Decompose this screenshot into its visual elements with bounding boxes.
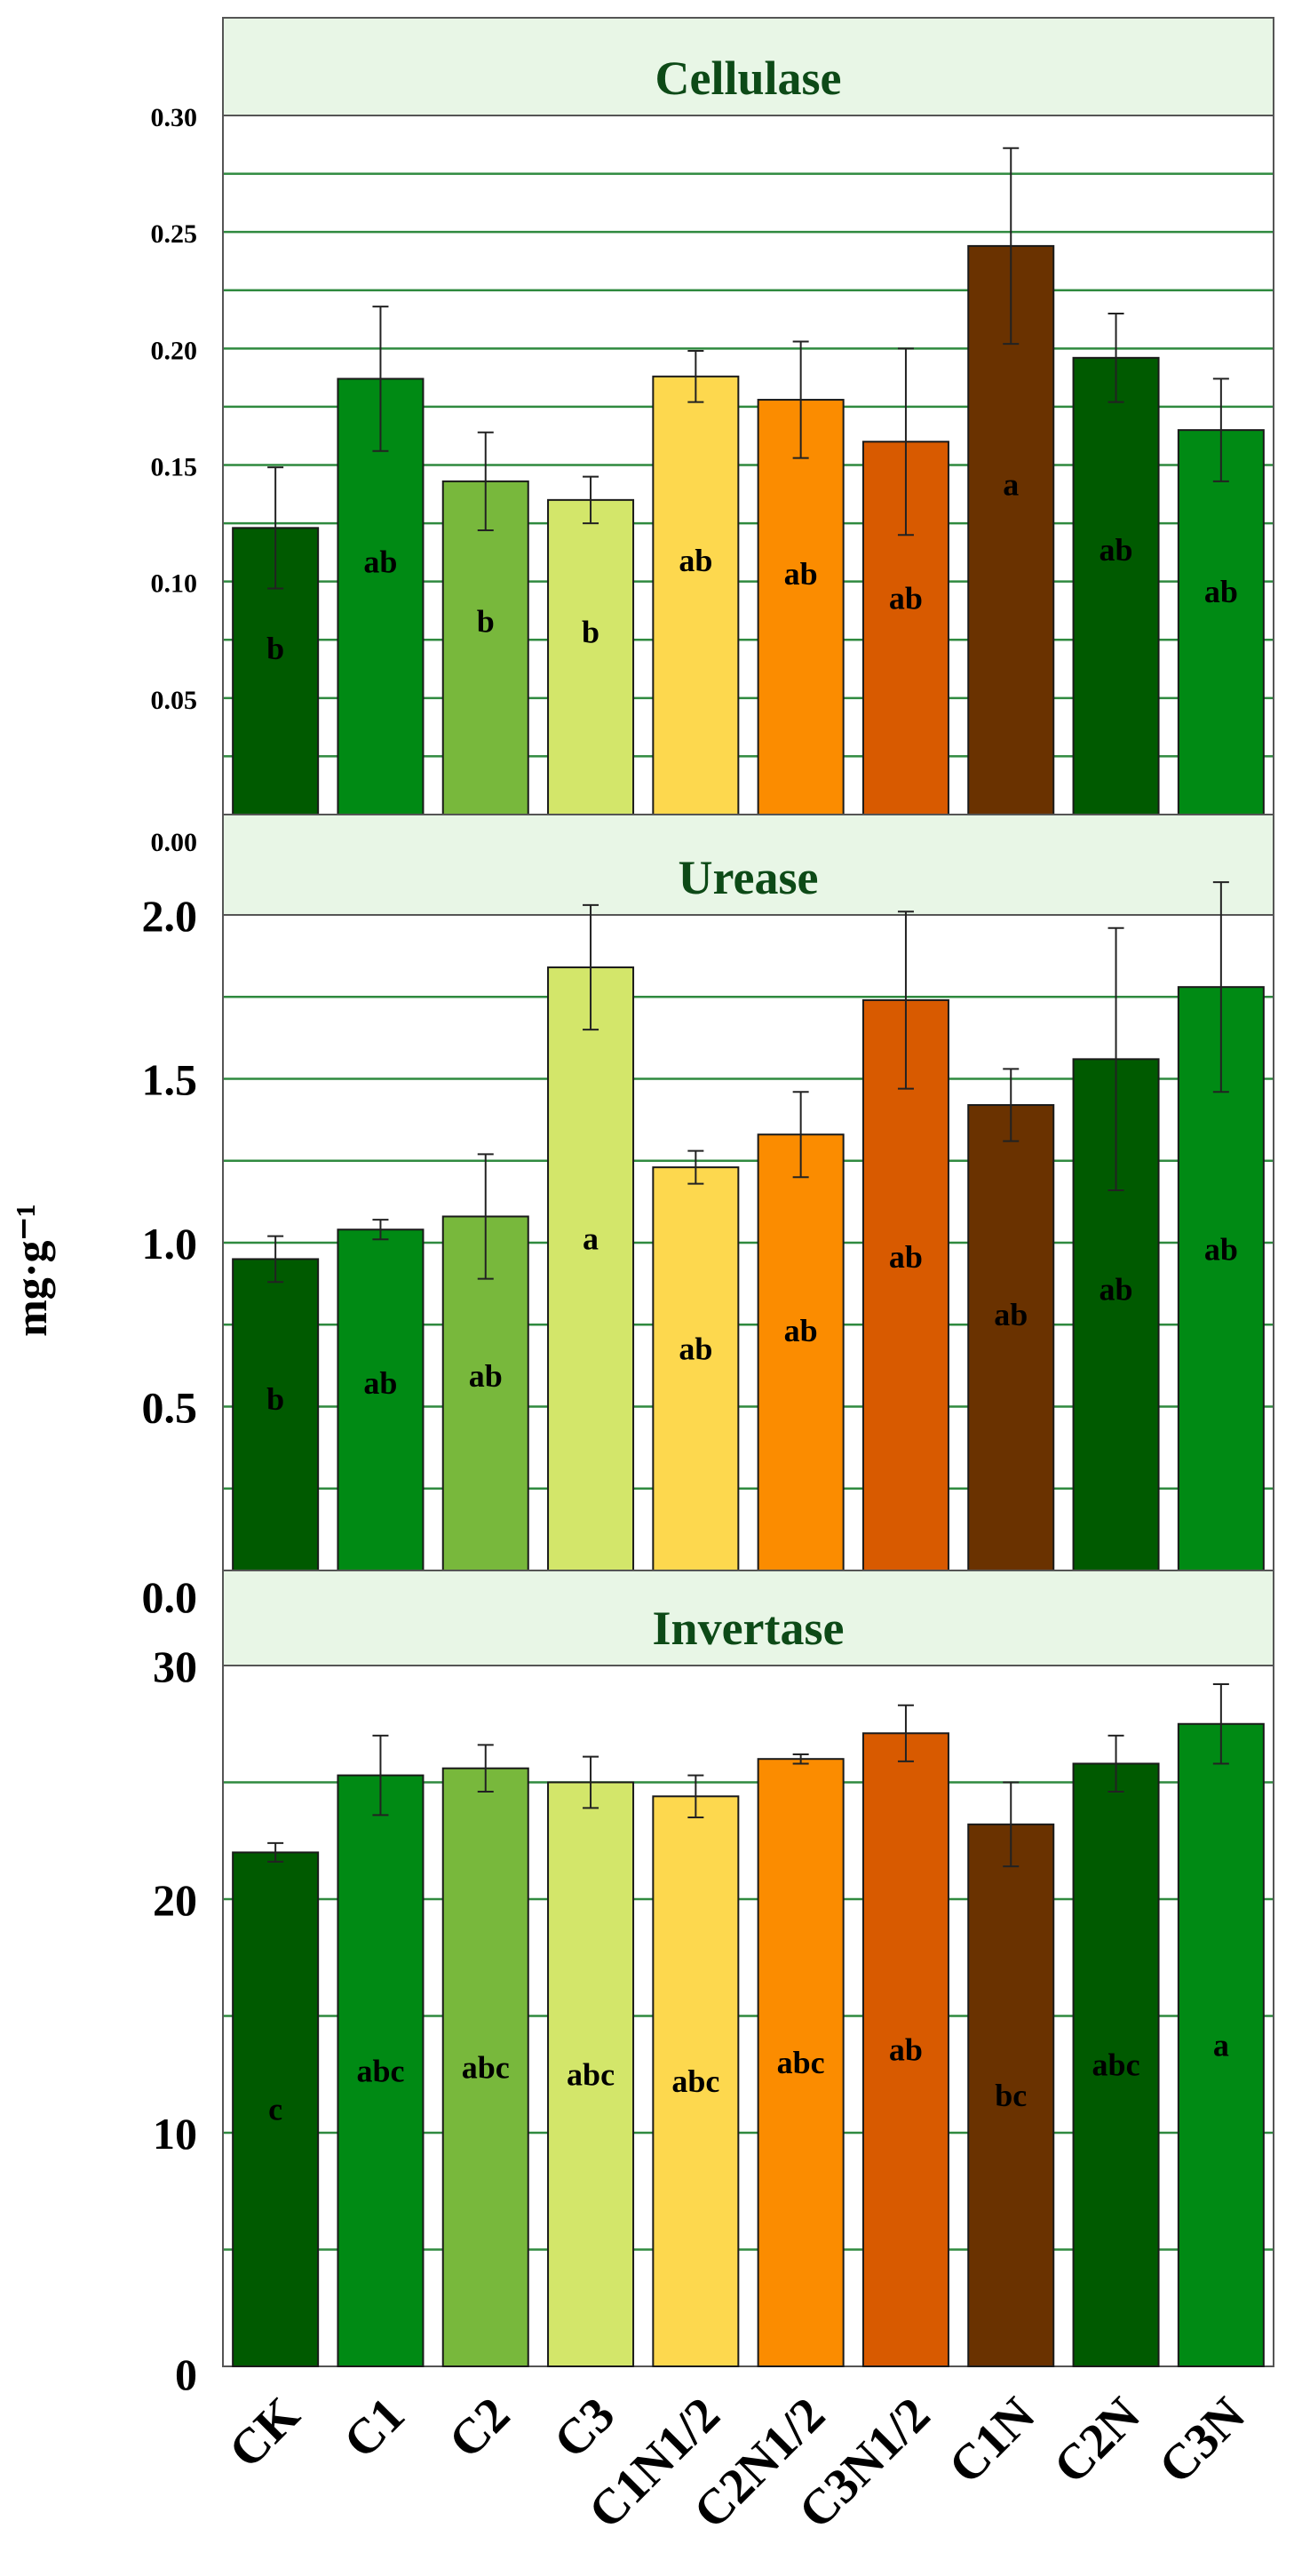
y-tick-label: 20 <box>153 1875 197 1925</box>
x-tick-label: C3 <box>544 2387 625 2469</box>
significance-letter: abc <box>1092 2047 1140 2083</box>
significance-letter: b <box>477 603 495 639</box>
significance-letter: bc <box>995 2078 1027 2113</box>
bar <box>652 1166 740 1571</box>
y-tick-label: 0.10 <box>151 569 198 599</box>
significance-letter: ab <box>784 1313 818 1348</box>
y-tick-label: 0 <box>175 2349 197 2399</box>
bar <box>652 1795 740 2367</box>
significance-letter: b <box>266 631 284 666</box>
bar <box>967 1104 1055 1571</box>
significance-letter: ab <box>1100 532 1133 568</box>
x-tick-label: C1 <box>333 2387 415 2469</box>
significance-letter: ab <box>889 2032 923 2068</box>
y-tick-label: 1.0 <box>142 1219 198 1268</box>
significance-letter: ab <box>679 1331 712 1366</box>
bar <box>967 1823 1055 2368</box>
y-tick-label: 0.00 <box>151 828 198 857</box>
significance-letter: ab <box>1204 1232 1238 1268</box>
panel-title: Invertase <box>653 1602 845 1655</box>
y-tick-label: 0.05 <box>151 686 198 715</box>
significance-letter: abc <box>671 2063 719 2099</box>
significance-letter: a <box>1213 2027 1229 2063</box>
bar <box>861 1732 949 2367</box>
significance-letter: abc <box>777 2045 825 2080</box>
bar <box>1072 1762 1160 2367</box>
y-tick-label: 1.5 <box>142 1055 198 1105</box>
significance-letter: a <box>1003 467 1019 503</box>
significance-letter: ab <box>1204 574 1238 609</box>
panel-title-box <box>222 17 1274 116</box>
panel-title-box <box>222 1570 1274 1666</box>
significance-letter: abc <box>567 2056 615 2092</box>
significance-letter: c <box>268 2092 282 2127</box>
bar <box>1072 356 1160 815</box>
bar <box>441 1767 529 2367</box>
x-tick-label: C1N <box>939 2387 1046 2494</box>
bar <box>337 1228 425 1571</box>
significance-letter: ab <box>784 556 818 592</box>
y-tick-label: 2.0 <box>142 891 198 941</box>
bar <box>232 1258 320 1571</box>
y-tick-label: 0.0 <box>142 1572 198 1622</box>
bar <box>441 1215 529 1571</box>
y-tick-label: 30 <box>153 1642 197 1691</box>
x-tick-label: C2N <box>1044 2387 1151 2494</box>
significance-letter: abc <box>356 2053 404 2088</box>
significance-letter: ab <box>679 543 712 578</box>
y-tick-label: 0.15 <box>151 453 198 482</box>
bar <box>441 480 529 815</box>
significance-letter: ab <box>994 1297 1028 1332</box>
significance-letter: ab <box>1100 1271 1133 1307</box>
significance-letter: a <box>583 1221 599 1257</box>
bar <box>547 498 635 815</box>
y-tick-label: 10 <box>153 2109 197 2159</box>
significance-letter: ab <box>363 544 397 579</box>
significance-letter: b <box>582 615 599 650</box>
x-tick-label: C3N <box>1148 2387 1256 2494</box>
y-tick-label: 0.5 <box>142 1383 198 1433</box>
bar <box>757 399 845 815</box>
significance-letter: b <box>266 1381 284 1417</box>
y-tick-label: 0.30 <box>151 103 198 132</box>
significance-letter: ab <box>469 1358 503 1394</box>
x-tick-label: C2 <box>439 2387 520 2469</box>
bar <box>757 1133 845 1571</box>
significance-letter: ab <box>363 1365 397 1401</box>
bar <box>547 966 635 1572</box>
bar <box>337 1774 425 2367</box>
y-axis-label: mg·g⁻¹ <box>6 1204 56 1337</box>
y-tick-label: 0.20 <box>151 336 198 365</box>
significance-letter: abc <box>462 2049 510 2085</box>
y-tick-label: 0.25 <box>151 219 198 249</box>
panel-title: Cellulase <box>655 52 842 105</box>
plot-frame <box>222 1665 1274 2367</box>
bar <box>1177 429 1265 815</box>
panel-title: Urease <box>679 851 819 904</box>
bar <box>757 1758 845 2367</box>
bar <box>652 375 740 815</box>
significance-letter: ab <box>889 1239 923 1275</box>
significance-letter: ab <box>889 581 923 616</box>
x-tick-label: CK <box>218 2387 311 2479</box>
